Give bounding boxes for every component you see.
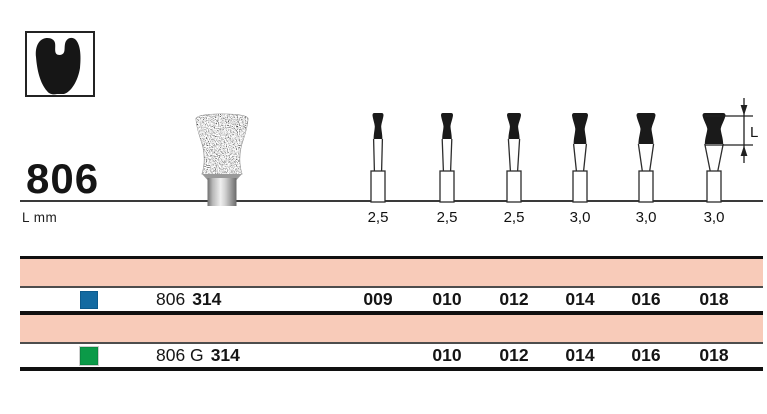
- iso-size-cell: 012: [499, 289, 529, 309]
- table-rule-top: [20, 256, 763, 259]
- dimension-letter: L: [750, 124, 758, 141]
- inverted-cone-head-icon: [35, 37, 81, 95]
- length-dimension-indicator: L: [705, 98, 758, 163]
- highlight-row: [20, 259, 763, 286]
- product-code: 806 314: [156, 289, 222, 309]
- iso-size-cell: 014: [565, 289, 595, 309]
- iso-size-cell: 010: [432, 289, 462, 309]
- product-code: 806 G 314: [156, 345, 240, 365]
- bur-diagram-010: [423, 112, 471, 203]
- table-row-806g-314: 806 G 314 010 012 014 016 018: [20, 344, 763, 367]
- green-grit-swatch: [80, 347, 98, 365]
- size-label: 2,5: [436, 209, 458, 226]
- bur-diagram-012: [490, 112, 538, 203]
- table-rule-thin: [20, 342, 763, 344]
- product-table: 806 314 009 010 012 014 016 018 806 G 314 …: [20, 256, 763, 371]
- head-shape-pictogram-box: [25, 31, 95, 97]
- bur-diagram-016: [622, 112, 670, 203]
- table-row-806-314: 806 314 009 010 012 014 016 018: [20, 288, 763, 311]
- highlight-row: [20, 315, 763, 342]
- iso-size-cell: 018: [699, 289, 729, 309]
- size-label: 3,0: [703, 209, 725, 226]
- iso-size-cell: 012: [499, 345, 529, 365]
- bur-diagram-014: [556, 112, 604, 203]
- iso-size-cell: 010: [432, 345, 462, 365]
- iso-size-cell: 018: [699, 345, 729, 365]
- table-rule-bottom: [20, 367, 763, 371]
- size-label: 2,5: [367, 209, 389, 226]
- table-rule-mid: [20, 311, 763, 315]
- size-label: 3,0: [569, 209, 591, 226]
- baseline-rule: [20, 200, 763, 202]
- diamond-bur-photo: [195, 113, 249, 206]
- iso-size-cell: 016: [631, 289, 661, 309]
- iso-size-cell: 016: [631, 345, 661, 365]
- iso-size-cell: 009: [363, 289, 393, 309]
- bur-diagram-009: [354, 112, 402, 203]
- iso-size-cell: 014: [565, 345, 595, 365]
- bur-diagram-018: [690, 112, 738, 203]
- table-rule-thin: [20, 286, 763, 288]
- length-unit-label: L mm: [22, 210, 58, 225]
- blue-grit-swatch: [80, 291, 98, 309]
- figure-number: 806: [26, 155, 100, 202]
- size-label: 2,5: [503, 209, 525, 226]
- size-label: 3,0: [635, 209, 657, 226]
